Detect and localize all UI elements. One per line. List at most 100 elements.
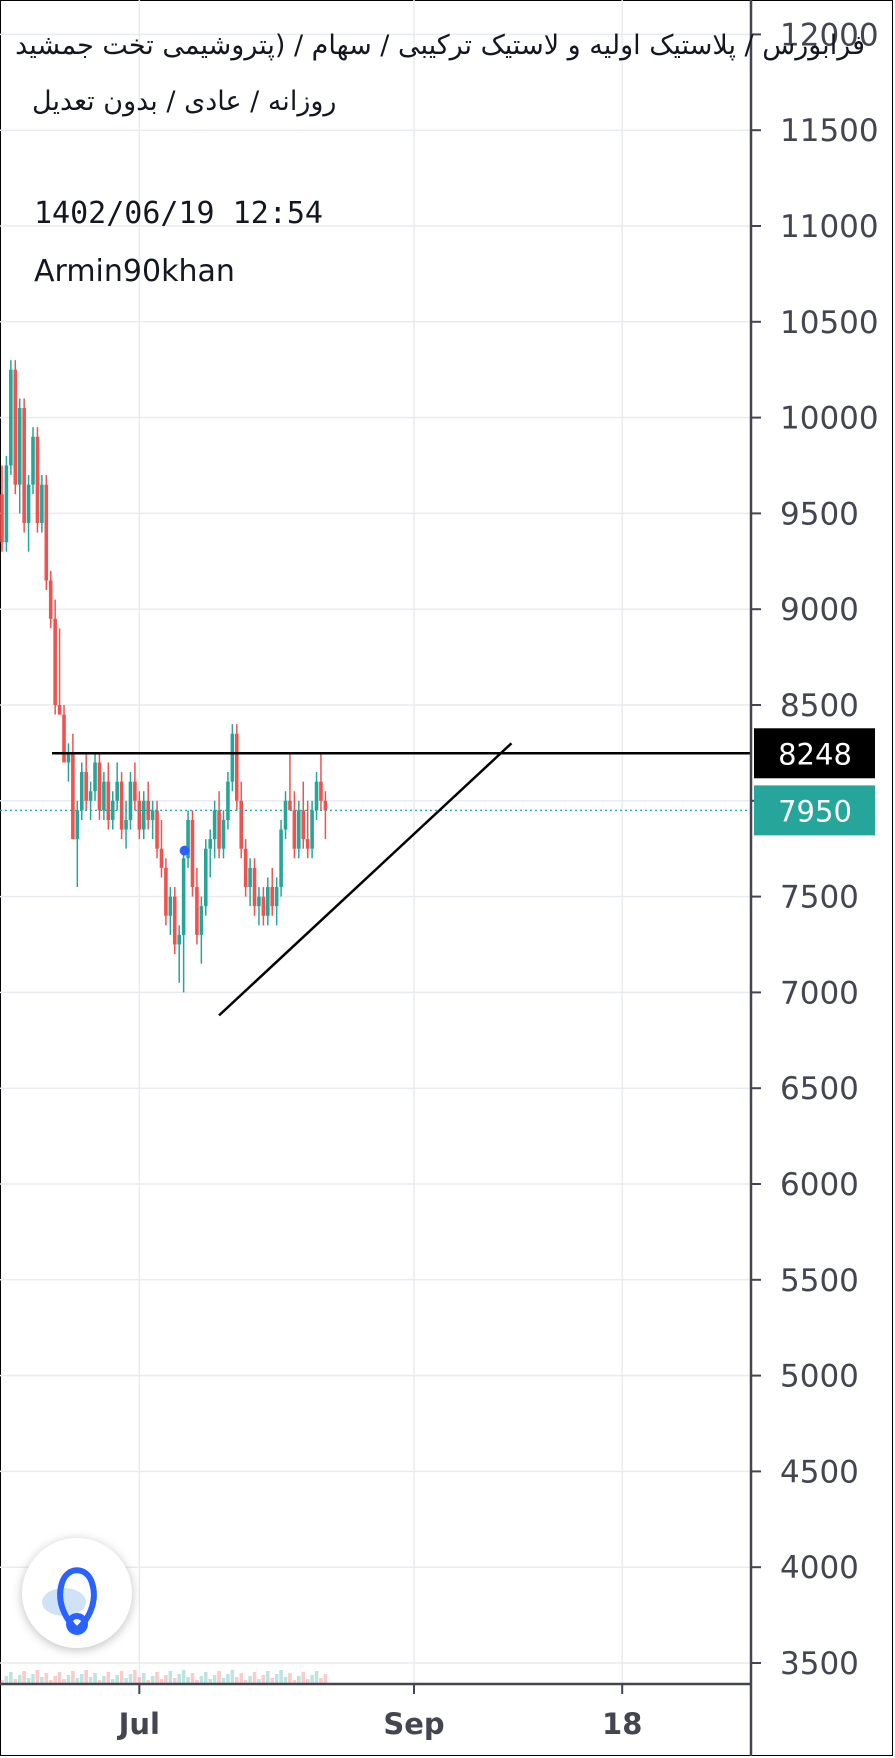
candle-body	[279, 829, 283, 888]
volume-bar	[217, 1671, 221, 1684]
event-marker-icon[interactable]	[179, 845, 190, 856]
candle	[310, 800, 314, 859]
volume-bar	[146, 1680, 150, 1684]
candle	[137, 791, 142, 840]
candle	[75, 800, 80, 888]
brand-logo-icon[interactable]	[22, 1538, 132, 1648]
volume-bar	[257, 1679, 261, 1684]
candle-body	[84, 772, 88, 801]
last-price-badge[interactable]: 7950	[754, 785, 875, 836]
candle	[283, 791, 288, 840]
x-tick-label: Sep	[383, 1707, 444, 1741]
volume-bar	[221, 1678, 226, 1684]
candle-body	[292, 810, 297, 849]
candle	[155, 800, 159, 859]
volume-bar	[115, 1675, 119, 1684]
candle-body	[35, 436, 40, 523]
y-tick-label: 3500	[780, 1646, 859, 1682]
candle-body	[323, 800, 328, 811]
candle-body	[93, 762, 97, 792]
candle	[305, 800, 310, 859]
candle	[93, 752, 97, 801]
candle	[110, 791, 115, 830]
candle	[141, 791, 146, 840]
volume-bar	[212, 1675, 217, 1684]
y-tick-label: 11000	[780, 209, 879, 245]
volume-bar	[110, 1679, 115, 1684]
candle	[146, 781, 150, 830]
candle-body	[248, 867, 252, 888]
volume-bar	[226, 1674, 230, 1684]
candle-body	[146, 800, 150, 820]
candle-body	[305, 839, 310, 849]
volume-bar	[75, 1678, 80, 1684]
candle-body	[164, 867, 168, 916]
volume-bar	[164, 1675, 168, 1684]
candle-body	[252, 867, 257, 907]
volume-bar	[57, 1672, 62, 1684]
candle-body	[26, 484, 31, 523]
candle-body	[110, 800, 115, 820]
candle-body	[44, 484, 49, 581]
candle	[297, 800, 301, 859]
candle-body	[221, 819, 226, 849]
candle-body	[0, 494, 4, 543]
candle-body	[150, 810, 155, 820]
volume-bar	[239, 1673, 244, 1684]
volume-bar	[44, 1673, 49, 1684]
candle-body	[199, 906, 204, 935]
candle	[115, 762, 119, 811]
candle	[57, 628, 62, 715]
resistance-badge[interactable]: 8248	[754, 728, 875, 779]
candle	[195, 867, 199, 945]
candle	[124, 800, 128, 849]
candle-body	[62, 714, 66, 763]
candle	[230, 724, 235, 792]
candle	[44, 475, 49, 591]
volume-bar	[181, 1670, 186, 1684]
y-tick-label: 5000	[780, 1359, 859, 1395]
candle	[274, 877, 279, 926]
candle	[217, 791, 221, 859]
candle-body	[71, 752, 75, 840]
candle	[128, 772, 133, 830]
candle-body	[195, 887, 199, 935]
x-axis-ticks: Jul Sep 18	[117, 1684, 642, 1741]
candle	[150, 800, 155, 840]
candle-body	[79, 772, 84, 811]
candle	[4, 455, 9, 552]
candle	[221, 810, 226, 859]
y-tick-label: 6000	[780, 1167, 859, 1203]
candle	[226, 772, 230, 830]
candle	[190, 810, 195, 897]
volume-bar	[261, 1675, 266, 1684]
trendline[interactable]	[218, 742, 513, 1017]
candle	[159, 819, 164, 878]
candle-body	[297, 810, 301, 849]
candle-body	[53, 618, 57, 705]
volume-bar	[177, 1674, 181, 1684]
volume-bar	[172, 1678, 177, 1684]
candle-body	[226, 781, 230, 820]
volume-bar	[62, 1679, 66, 1684]
volume-bar	[159, 1679, 164, 1684]
candle	[270, 867, 275, 916]
candle	[252, 858, 257, 916]
volume-bar	[297, 1676, 301, 1684]
candle	[48, 570, 53, 629]
candle	[257, 887, 261, 926]
candle-body	[159, 848, 164, 868]
volume-bar	[53, 1676, 57, 1684]
volume-bar	[4, 1676, 9, 1684]
volume-bar	[319, 1678, 323, 1684]
symbol-title: فرابورس / پلاستیک اولیه و لاستیک ترکیبی …	[15, 30, 865, 61]
candle	[53, 599, 57, 715]
candle-body	[261, 896, 266, 916]
candle	[199, 896, 204, 964]
candle	[212, 800, 217, 859]
candle-body	[319, 781, 323, 801]
volume-bar	[9, 1672, 13, 1684]
candle-body	[181, 858, 186, 935]
candle	[234, 724, 239, 811]
